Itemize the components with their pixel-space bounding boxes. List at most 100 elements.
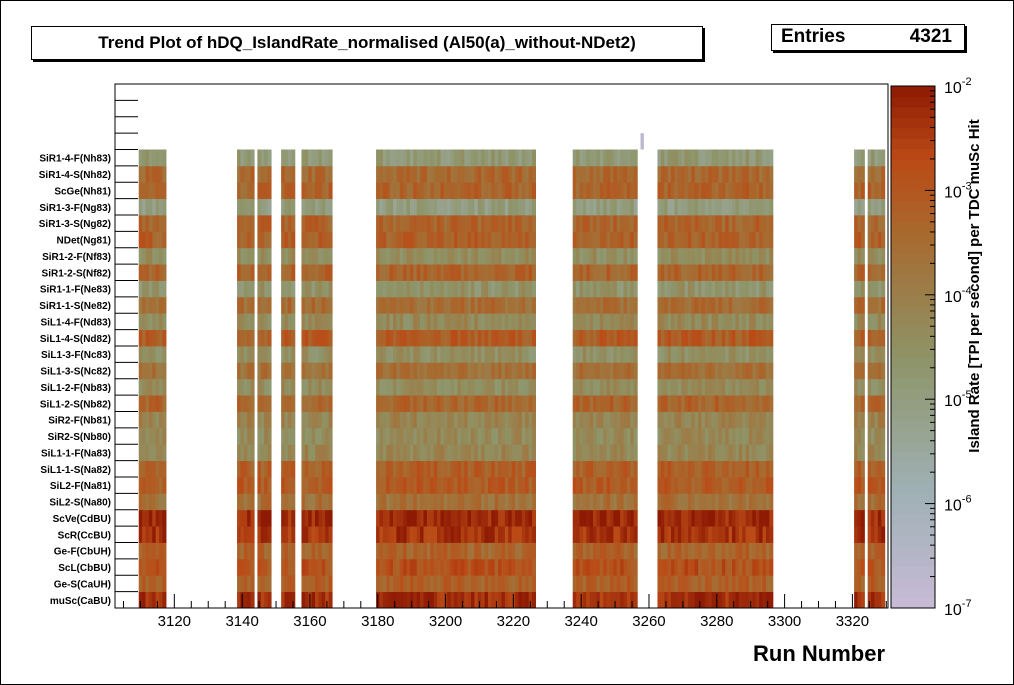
heatmap-cell [572,526,577,543]
heatmap-cell [674,346,679,363]
heatmap-cell [664,444,669,462]
heatmap-cell [454,378,459,396]
heatmap-cell [457,526,462,543]
heatmap-cell [247,427,252,445]
heatmap-cell [576,460,581,478]
heatmap-cell [725,509,730,527]
heatmap-cell [467,280,472,298]
heatmap-cell [860,460,865,478]
heatmap-cell [684,591,689,609]
heatmap-cell [501,575,506,593]
heatmap-cell [725,149,730,167]
heatmap-cell [420,477,425,494]
heatmap-cell [257,215,262,232]
heatmap-cell [633,526,638,543]
heatmap-cell [477,575,482,593]
heatmap-cell [582,329,587,347]
heatmap-cell [396,198,401,216]
heatmap-cell [260,182,265,200]
heatmap-cell [148,558,153,576]
heatmap-cell [606,362,611,380]
heatmap-cell [379,215,384,232]
heatmap-cell [626,395,631,412]
heatmap-cell [603,493,608,511]
heatmap-cell [630,313,635,331]
palette-band [891,148,935,160]
heatmap-cell [671,165,676,183]
heatmap-cell [881,526,886,543]
heatmap-cell [728,395,733,412]
palette-band [891,524,935,536]
heatmap-cell [447,165,452,183]
heatmap-cell [240,215,245,232]
heatmap-cell [403,378,408,396]
palette-band [891,409,935,421]
heatmap-cell [328,591,333,609]
heatmap-cell [386,427,391,445]
heatmap-cell [728,411,733,429]
heatmap-cell [287,575,292,593]
heatmap-cell [630,591,635,609]
heatmap-cell [423,280,428,298]
heatmap-cell [379,296,384,314]
heatmap-cell [470,247,475,265]
heatmap-cell [423,182,428,200]
heatmap-cell [667,198,672,216]
heatmap-cell [525,149,530,167]
heatmap-cell [287,493,292,511]
heatmap-cell [291,280,296,298]
heatmap-cell [376,444,381,462]
heatmap-cell [515,165,520,183]
heatmap-cell [684,526,689,543]
heatmap-cell [732,149,737,167]
heatmap-cell [518,575,523,593]
heatmap-cell [457,247,462,265]
heatmap-cell [609,231,614,249]
heatmap-cell [616,215,621,232]
heatmap-cell [267,165,272,183]
heatmap-cell [304,509,309,527]
heatmap-cell [528,575,533,593]
heatmap-cell [755,526,760,543]
heatmap-cell [491,215,496,232]
heatmap-cell [752,247,757,265]
heatmap-cell [315,558,320,576]
heatmap-cell [725,591,730,609]
heatmap-cell [860,362,865,380]
heatmap-cell [138,460,143,478]
heatmap-cell [728,542,733,560]
heatmap-cell [698,542,703,560]
heatmap-cell [409,215,414,232]
heatmap-cell [633,231,638,249]
heatmap-cell [671,509,676,527]
heatmap-cell [593,215,598,232]
heatmap-cell [423,296,428,314]
heatmap-cell [423,477,428,494]
palette-band [891,399,935,411]
heatmap-cell [576,558,581,576]
heatmap-cell [433,427,438,445]
heatmap-cell [315,231,320,249]
heatmap-cell [437,329,442,347]
heatmap-cell [152,362,157,380]
heatmap-cell [691,296,696,314]
heatmap-cell [240,378,245,396]
heatmap-cell [291,558,296,576]
heatmap-cell [474,165,479,183]
heatmap-cell [318,165,323,183]
heatmap-cell [457,165,462,183]
heatmap-cell [250,165,255,183]
heatmap-cell [491,542,496,560]
heatmap-cell [613,526,618,543]
heatmap-cell [474,182,479,200]
heatmap-cell [138,296,143,314]
heatmap-cell [470,542,475,560]
heatmap-cell [667,296,672,314]
heatmap-cell [728,509,733,527]
heatmap-cell [630,427,635,445]
heatmap-cell [860,165,865,183]
heatmap-cell [691,165,696,183]
heatmap-cell [525,182,530,200]
heatmap-cell [470,378,475,396]
heatmap-cell [416,526,421,543]
